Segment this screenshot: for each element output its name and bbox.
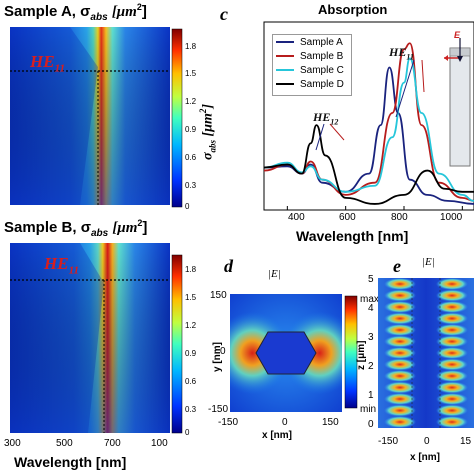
- field-hotspot: [436, 416, 468, 428]
- panel-d-cb-max: max: [360, 294, 379, 305]
- legend-item: Sample A: [273, 35, 351, 49]
- legend-item: Sample B: [273, 49, 351, 63]
- e-vector-label: E: [454, 30, 461, 40]
- field-hotspot: [436, 404, 468, 417]
- panel-a-colorbar: [171, 28, 183, 208]
- panel-e-y-label: z [μm]: [356, 340, 367, 370]
- panel-d-field-map: [230, 294, 342, 412]
- field-hotspot: [436, 324, 468, 336]
- panel-a-title: Sample A, σabs [μm2]: [4, 2, 147, 23]
- legend-label: Sample D: [300, 78, 344, 90]
- panel-a-heatmap: [10, 27, 170, 205]
- field-hotspot: [384, 278, 416, 290]
- panel-d-field-label: |E|: [268, 268, 281, 280]
- mode-arrow: [329, 123, 345, 141]
- legend-swatch: [276, 83, 294, 85]
- panel-d-cb-min: min: [360, 404, 377, 415]
- field-hotspot: [436, 370, 468, 382]
- legend: Sample A Sample B Sample C Sample D: [272, 34, 352, 96]
- panel-e-x-label: x [nm]: [410, 452, 440, 463]
- mode-arrow: [421, 59, 425, 93]
- legend-item: Sample D: [273, 77, 351, 91]
- legend-swatch: [276, 41, 294, 43]
- field-hotspot: [436, 278, 468, 290]
- field-hotspot: [384, 393, 416, 405]
- panel-d-y-label: y [nm]: [212, 342, 223, 372]
- legend-swatch: [276, 69, 294, 71]
- legend-label: Sample A: [300, 36, 343, 48]
- field-hotspot: [436, 335, 468, 348]
- panel-d-letter: d: [224, 256, 233, 276]
- field-hotspot: [436, 289, 468, 302]
- panel-c-x-label: Wavelength [nm]: [296, 228, 409, 244]
- field-hotspot: [384, 312, 416, 325]
- field-hotspot: [384, 404, 416, 417]
- legend-label: Sample B: [300, 50, 344, 62]
- he11-label: HE11: [389, 45, 414, 62]
- field-hotspot: [384, 335, 416, 348]
- rod-inset: [444, 38, 471, 167]
- panel-b-mode-label: HE11: [44, 254, 79, 277]
- panel-c-title: Absorption: [318, 2, 388, 17]
- field-hotspot: [384, 289, 416, 302]
- field-hotspot: [436, 358, 468, 371]
- legend-item: Sample C: [273, 63, 351, 77]
- he12-label: HE12: [313, 110, 339, 127]
- panel-b-colorbar: [171, 254, 183, 434]
- field-hotspot: [384, 381, 416, 394]
- panel-e-field-map: [378, 278, 474, 428]
- series-line-4: [263, 124, 474, 205]
- field-hotspot: [384, 370, 416, 382]
- field-hotspot: [384, 416, 416, 428]
- field-hotspot: [436, 301, 468, 313]
- field-hotspot: [436, 393, 468, 405]
- panel-b-heatmap: [10, 243, 170, 433]
- panel-b-x-label: Wavelength [nm]: [14, 454, 127, 470]
- panel-b-title: Sample B, σabs [μm2]: [4, 218, 148, 239]
- panel-d-colorbar: [344, 295, 358, 409]
- mode-arrow: [315, 123, 325, 151]
- field-hotspot: [436, 381, 468, 394]
- panel-e-field-label: |E|: [422, 256, 435, 268]
- field-hotspot: [436, 312, 468, 325]
- legend-swatch: [276, 55, 294, 57]
- field-hotspot: [384, 347, 416, 359]
- legend-label: Sample C: [300, 64, 344, 76]
- field-hotspot: [384, 324, 416, 336]
- panel-c-letter: c: [220, 4, 228, 24]
- field-hotspot: [436, 347, 468, 359]
- field-hotspot: [384, 301, 416, 313]
- panel-c-y-label: σabs [μm2]: [198, 103, 218, 160]
- panel-d-x-label: x [nm]: [262, 430, 292, 441]
- panel-a-mode-label: HE11: [30, 52, 65, 75]
- mode-arrow: [395, 59, 415, 118]
- field-hotspot: [384, 358, 416, 371]
- panel-e-letter: e: [393, 256, 401, 276]
